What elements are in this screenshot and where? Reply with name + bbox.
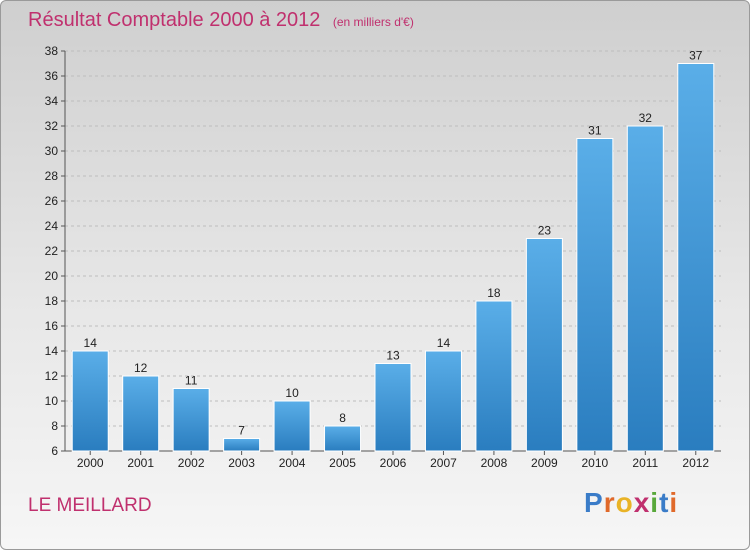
y-tick-label: 32: [45, 119, 59, 133]
bar-value-label: 23: [538, 224, 552, 238]
x-tick-label: 2011: [632, 456, 658, 470]
town-name: LE MEILLARD: [28, 495, 152, 516]
x-tick-label: 2003: [228, 456, 255, 470]
bar-value-label: 31: [588, 124, 602, 138]
y-tick-label: 14: [45, 344, 59, 358]
bar: [172, 388, 210, 452]
y-tick-label: 20: [45, 269, 59, 283]
logo-letter: P: [584, 487, 604, 518]
bar: [223, 438, 261, 452]
logo-letter: o: [615, 487, 634, 518]
bar: [374, 363, 412, 452]
y-tick-label: 24: [45, 219, 59, 233]
bar: [576, 138, 614, 452]
x-tick-label: 2008: [481, 456, 508, 470]
bar: [122, 375, 160, 452]
x-tick-label: 2009: [531, 456, 558, 470]
x-tick-label: 2004: [279, 456, 306, 470]
x-tick-label: 2006: [380, 456, 407, 470]
chart-unit: (en milliers d'€): [332, 15, 414, 29]
bar: [324, 425, 362, 452]
y-tick-label: 34: [45, 94, 59, 108]
y-tick-label: 8: [51, 419, 58, 433]
y-tick-label: 26: [45, 194, 59, 208]
bar-value-label: 18: [487, 286, 501, 300]
bar: [475, 300, 513, 452]
x-tick-label: 2002: [178, 456, 205, 470]
x-tick-label: 2000: [77, 456, 104, 470]
x-tick-label: 2005: [329, 456, 356, 470]
y-tick-label: 22: [45, 244, 59, 258]
logo-letter: i: [669, 487, 679, 518]
x-tick-label: 2010: [581, 456, 608, 470]
y-tick-label: 10: [45, 394, 59, 408]
x-tick-label: 2001: [127, 456, 154, 470]
bar: [626, 125, 664, 452]
y-tick-label: 18: [45, 294, 59, 308]
bar: [71, 350, 109, 452]
bar-value-label: 37: [689, 49, 703, 63]
logo-letter: t: [659, 487, 670, 518]
logo-letter: r: [603, 487, 616, 518]
logo-letter: x: [633, 487, 651, 518]
bar-value-label: 7: [238, 424, 245, 438]
bar-value-label: 14: [84, 336, 98, 350]
bar: [677, 63, 715, 452]
chart-title-block: Résultat Comptable 2000 à 2012 (en milli…: [28, 9, 414, 32]
x-tick-label: 2012: [682, 456, 709, 470]
bar: [525, 238, 563, 452]
proxiti-logo: Proxiti: [584, 487, 678, 519]
bar-value-label: 32: [639, 111, 653, 125]
x-tick-label: 2007: [430, 456, 457, 470]
y-tick-label: 30: [45, 144, 59, 158]
bar: [424, 350, 462, 452]
y-tick-label: 28: [45, 169, 59, 183]
chart-title: Résultat Comptable 2000 à 2012: [28, 9, 321, 31]
y-tick-label: 38: [45, 44, 59, 58]
bar-value-label: 10: [285, 386, 299, 400]
bar-value-label: 12: [134, 361, 148, 375]
bar: [273, 400, 311, 452]
bar-value-label: 8: [339, 411, 346, 425]
y-tick-label: 16: [45, 319, 59, 333]
bar-value-label: 14: [437, 336, 451, 350]
bar-value-label: 13: [386, 349, 400, 363]
logo-letter: i: [650, 487, 660, 518]
y-tick-label: 36: [45, 69, 59, 83]
bar-value-label: 11: [185, 374, 198, 388]
y-tick-label: 6: [51, 444, 58, 458]
y-tick-label: 12: [45, 369, 59, 383]
